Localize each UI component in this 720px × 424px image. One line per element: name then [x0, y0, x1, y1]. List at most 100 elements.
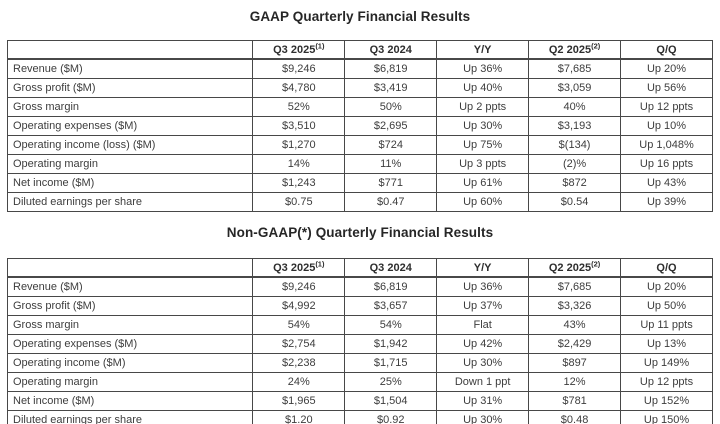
value-cell: $1,965 [252, 391, 346, 411]
value-cell: $0.48 [528, 410, 622, 424]
table-row: Net income ($M) $1,243 $771 Up 61% $872 Up 43… [6, 173, 713, 193]
value-cell: $771 [344, 173, 438, 193]
value-cell: $6,819 [344, 58, 438, 79]
value-cell: $4,992 [252, 296, 346, 316]
gaap-table-title: GAAP Quarterly Financial Results [249, 9, 471, 24]
value-cell: $2,754 [252, 334, 346, 354]
value-cell: $6,819 [344, 276, 438, 297]
gaap-results-table: Q3 2025(1) Q3 2024 Y/Y Q2 2025(2) Q/Q Revenu… [6, 40, 713, 212]
row-label: Gross profit ($M) [6, 296, 254, 316]
value-cell: Up 10% [620, 116, 713, 136]
table-row: Diluted earnings per share $0.75 $0.47 Up 6… [6, 192, 713, 212]
table-row: Gross margin 52% 50% Up 2 ppts 40% Up 12 ppts [6, 97, 713, 117]
row-label: Operating income ($M) [6, 353, 254, 373]
value-cell: Up 30% [436, 410, 530, 424]
value-cell: $0.92 [344, 410, 438, 424]
column-header: Q3 2025(1) [252, 258, 346, 278]
value-cell: Up 20% [620, 276, 713, 297]
value-cell: Up 1,048% [620, 135, 713, 155]
row-label: Operating income (loss) ($M) [6, 135, 254, 155]
table-row: Revenue ($M) $9,246 $6,819 Up 36% $7,685 Up 2… [6, 276, 713, 297]
value-cell: Up 30% [436, 353, 530, 373]
value-cell: 11% [344, 154, 438, 174]
value-cell: 24% [252, 372, 346, 392]
row-label: Net income ($M) [6, 173, 254, 193]
column-header: Q2 2025(2) [528, 40, 622, 60]
row-label: Net income ($M) [6, 391, 254, 411]
value-cell: 12% [528, 372, 622, 392]
value-cell: $1.20 [252, 410, 346, 424]
value-cell: Up 42% [436, 334, 530, 354]
row-label: Operating expenses ($M) [6, 334, 254, 354]
value-cell: $0.75 [252, 192, 346, 212]
table-row: Operating expenses ($M) $3,510 $2,695 Up 30… [6, 116, 713, 136]
table-row: Operating margin 14% 11% Up 3 ppts (2)% Up 16… [6, 154, 713, 174]
non-gaap-table-title: Non-GAAP(*) Quarterly Financial Results [226, 225, 494, 240]
value-cell: $1,715 [344, 353, 438, 373]
value-cell: 54% [252, 315, 346, 335]
column-header: Q3 2024 [344, 258, 438, 278]
header-row: Q3 2025(1) Q3 2024 Y/Y Q2 2025(2) Q/Q [6, 258, 713, 278]
value-cell: Up 61% [436, 173, 530, 193]
value-cell: Up 2 ppts [436, 97, 530, 117]
value-cell: Up 3 ppts [436, 154, 530, 174]
row-label: Diluted earnings per share [6, 192, 254, 212]
value-cell: $3,657 [344, 296, 438, 316]
row-label: Revenue ($M) [6, 58, 254, 79]
value-cell: Up 12 ppts [620, 372, 713, 392]
table-row: Revenue ($M) $9,246 $6,819 Up 36% $7,685 Up 2… [6, 58, 713, 79]
row-label: Operating margin [6, 372, 254, 392]
row-label: Operating expenses ($M) [6, 116, 254, 136]
row-label: Gross margin [6, 97, 254, 117]
value-cell: Up 36% [436, 58, 530, 79]
value-cell: (2)% [528, 154, 622, 174]
value-cell: $3,326 [528, 296, 622, 316]
table-row: Gross margin 54% 54% Flat 43% Up 11 ppts [6, 315, 713, 335]
value-cell: Up 16 ppts [620, 154, 713, 174]
value-cell: $(134) [528, 135, 622, 155]
table-row: Operating expenses ($M) $2,754 $1,942 Up 42… [6, 334, 713, 354]
column-header: Q/Q [620, 258, 713, 278]
row-label: Revenue ($M) [6, 276, 254, 297]
value-cell: Up 37% [436, 296, 530, 316]
column-header: Q2 2025(2) [528, 258, 622, 278]
footnote-marker: (2) [591, 40, 601, 50]
value-cell: $4,780 [252, 78, 346, 98]
value-cell: Up 150% [620, 410, 713, 424]
value-cell: 40% [528, 97, 622, 117]
row-label: Gross profit ($M) [6, 78, 254, 98]
value-cell: Up 12 ppts [620, 97, 713, 117]
column-header: Y/Y [436, 258, 530, 278]
header-row: Q3 2025(1) Q3 2024 Y/Y Q2 2025(2) Q/Q [6, 40, 713, 60]
value-cell: $1,270 [252, 135, 346, 155]
value-cell: $872 [528, 173, 622, 193]
value-cell: Up 31% [436, 391, 530, 411]
value-cell: $1,243 [252, 173, 346, 193]
value-cell: $9,246 [252, 58, 346, 79]
value-cell: $3,059 [528, 78, 622, 98]
table-row: Operating margin 24% 25% Down 1 ppt 12% Up 12… [6, 372, 713, 392]
table-row: Diluted earnings per share $1.20 $0.92 Up 3… [6, 410, 713, 424]
value-cell: Up 30% [436, 116, 530, 136]
column-header: Q3 2025(1) [252, 40, 346, 60]
value-cell: Up 40% [436, 78, 530, 98]
value-cell: Up 36% [436, 276, 530, 297]
value-cell: 25% [344, 372, 438, 392]
value-cell: Up 152% [620, 391, 713, 411]
row-label: Diluted earnings per share [6, 410, 254, 424]
value-cell: Up 13% [620, 334, 713, 354]
column-header: Q3 2024 [344, 40, 438, 60]
value-cell: Up 11 ppts [620, 315, 713, 335]
table-row: Gross profit ($M) $4,992 $3,657 Up 37% $3,32… [6, 296, 713, 316]
value-cell: $0.47 [344, 192, 438, 212]
table-row: Net income ($M) $1,965 $1,504 Up 31% $781 Up … [6, 391, 713, 411]
corner-cell [6, 40, 254, 60]
value-cell: $2,695 [344, 116, 438, 136]
value-cell: Up 50% [620, 296, 713, 316]
value-cell: Up 60% [436, 192, 530, 212]
value-cell: $2,429 [528, 334, 622, 354]
value-cell: Up 149% [620, 353, 713, 373]
value-cell: 14% [252, 154, 346, 174]
value-cell: $0.54 [528, 192, 622, 212]
